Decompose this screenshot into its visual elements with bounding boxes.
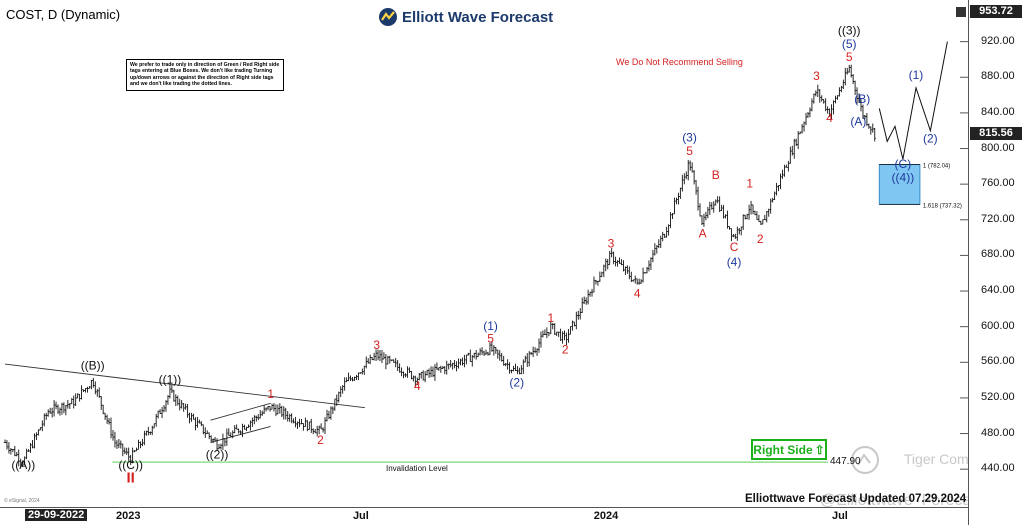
y-tick-label: 840.00 (981, 105, 1015, 118)
wave-label: (1) (909, 68, 924, 82)
top-price-tag: 953.72 (970, 5, 1022, 18)
wave-label: ((B)) (81, 358, 105, 372)
x-tick-label: 29-09-2022 (25, 509, 88, 521)
x-tick-label: Jul (352, 510, 369, 522)
price-bars (3, 64, 877, 468)
x-tick-label: 2024 (593, 510, 619, 522)
wave-label: ((4)) (892, 170, 915, 184)
wave-label: ((2)) (206, 447, 229, 461)
y-tick-label: 560.00 (981, 355, 1015, 368)
fib-bottom-label: 1.618 (737.32) (923, 203, 962, 209)
wave-label: (1) (483, 319, 498, 333)
wave-label: 1 (746, 177, 753, 191)
time-axis: 29-09-2022 2023 Jul 2024 Jul (0, 507, 968, 526)
brand-name: Elliott Wave Forecast (402, 8, 554, 26)
disclaimer-box: We prefer to trade only in direction of … (126, 59, 284, 91)
y-tick-label: 800.00 (981, 141, 1015, 154)
wave-label: II (126, 470, 134, 487)
grid-lines (960, 41, 968, 470)
wave-label: 3 (373, 338, 380, 352)
wave-label: 5 (686, 144, 693, 158)
tiger-logo-icon (851, 446, 879, 474)
wave-label: ((A)) (11, 458, 35, 472)
y-tick-label: 760.00 (981, 177, 1015, 190)
wave-label: (A) (850, 114, 866, 128)
wave-label: 2 (317, 433, 324, 447)
invalidation-label: Invalidation Level (386, 464, 448, 473)
invalidation-price-label: 447.90 (830, 456, 861, 468)
wave-label: (B) (854, 92, 870, 106)
wave-label: 4 (414, 379, 421, 393)
trendline (4, 363, 365, 409)
not-recommend-note: We Do Not Recommend Selling (616, 57, 743, 67)
y-tick-label: 640.00 (981, 284, 1015, 297)
wave-label: 5 (487, 332, 494, 346)
wave-label: 4 (634, 286, 641, 300)
wave-label: (2) (923, 131, 938, 145)
wave-label: 1 (547, 311, 554, 325)
wave-label: ((C)) (118, 458, 143, 472)
y-tick-label: 480.00 (981, 426, 1015, 439)
y-tick-label: 680.00 (981, 248, 1015, 261)
y-tick-label: 720.00 (981, 212, 1015, 225)
wave-label: 1 (267, 387, 274, 401)
projection-path (878, 41, 948, 160)
right-side-tag: Right Side ⇧ (751, 439, 827, 460)
projection-layer (878, 41, 948, 160)
x-tick-label: Jul (831, 510, 848, 522)
wave-label: (4) (727, 255, 742, 269)
credit: © eSignal, 2024 (4, 498, 40, 504)
up-arrow-icon: ⇧ (814, 442, 825, 457)
y-tick-label: 920.00 (981, 34, 1015, 47)
symbol-title: COST, D (Dynamic) (6, 7, 121, 22)
y-tick-label: 440.00 (981, 462, 1015, 475)
wave-label: 5 (846, 50, 853, 64)
wave-label: 2 (757, 232, 764, 246)
y-tick-label: 880.00 (981, 70, 1015, 83)
wave-label: (5) (842, 37, 857, 51)
wave-label: ((1)) (159, 373, 182, 387)
fib-top-label: 1 (782.04) (923, 164, 950, 170)
watermark-handle: @Elliottwave_Forecast (820, 492, 984, 509)
invalidation-layer: Invalidation Level (112, 461, 828, 473)
brand: Elliott Wave Forecast (378, 6, 553, 28)
wave-label: (2) (509, 375, 524, 389)
wave-label: ((3)) (838, 24, 861, 38)
wave-labels: ((A))((B))((C))II((1))((2))12345(1)(2)12… (11, 24, 937, 487)
channel-upper-line (210, 402, 271, 421)
wave-label: B (712, 168, 720, 182)
wave-label: (3) (682, 130, 697, 144)
y-tick-label: 600.00 (981, 319, 1015, 332)
wave-label: 4 (826, 111, 833, 125)
wave-label: A (699, 227, 707, 241)
price-axis: 440.00 480.00 520.00 560.00 600.00 640.00 680.… (968, 0, 1024, 525)
current-price-tag: 815.56 (970, 127, 1022, 140)
wave-label: 2 (562, 342, 569, 356)
footer-update: Elliottwave Forecast Updated 07.29.2024 (745, 493, 967, 505)
y-tick-label: 520.00 (981, 390, 1015, 403)
blue-box-layer: 1 (782.04) 1.618 (737.32) (878, 164, 962, 209)
wave-label: C (730, 240, 739, 254)
wave-label: 3 (608, 236, 615, 250)
wave-label: (C) (895, 157, 912, 171)
settings-icon[interactable] (956, 7, 966, 17)
x-tick-label: 2023 (116, 510, 141, 522)
brand-logo-icon (379, 8, 397, 26)
wave-label: 3 (813, 69, 820, 83)
right-side-label: Right Side (753, 442, 813, 457)
